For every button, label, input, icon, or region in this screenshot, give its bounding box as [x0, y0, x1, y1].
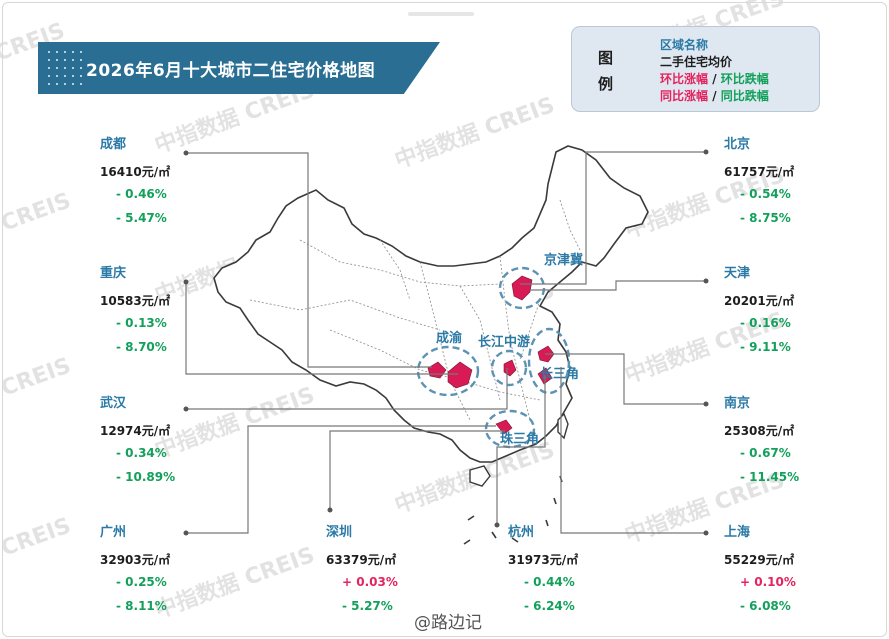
- city-mom: + 0.03%: [342, 575, 398, 589]
- legend-avg-price: 二手住宅均价: [660, 55, 733, 69]
- legend-mom-up: 环比涨幅: [660, 72, 709, 86]
- legend-mom-row: 环比涨幅 / 环比跌幅: [660, 70, 769, 87]
- page-title: 2026年6月十大城市二住宅价格地图: [86, 61, 376, 81]
- city-name: 杭州: [508, 525, 535, 540]
- legend-label: 图例: [598, 49, 614, 93]
- city-yoy: - 8.11%: [116, 599, 167, 613]
- hainan-island: [469, 465, 491, 487]
- legend-yoy-down: 同比跌幅: [720, 89, 769, 103]
- region-ellipses: [416, 266, 571, 449]
- legend-slash: /: [712, 72, 717, 86]
- city-mom: - 0.16%: [740, 316, 791, 330]
- city-yoy: - 11.45%: [740, 470, 800, 484]
- city-mom: - 0.44%: [524, 575, 575, 589]
- taiwan-island: [557, 412, 569, 440]
- city-shanghai: 上海 55229元/㎡ + 0.10% - 6.08%: [724, 524, 796, 613]
- city-nanjing: 南京 25308元/㎡ - 0.67% - 11.45%: [724, 395, 799, 484]
- city-yoy: - 8.75%: [740, 211, 791, 225]
- connector-lines: [185, 151, 706, 534]
- connector-hangzhou: [496, 375, 546, 525]
- legend-slash: /: [712, 89, 717, 103]
- city-wuhan: 武汉 12974元/㎡ - 0.34% - 10.89%: [100, 395, 175, 484]
- city-mom: - 0.25%: [116, 575, 167, 589]
- city-price: 63379元/㎡: [326, 553, 397, 567]
- city-mom: - 0.13%: [116, 316, 167, 330]
- connector-guangzhou: [186, 425, 496, 534]
- city-name: 成都: [100, 137, 127, 152]
- city-name: 天津: [724, 266, 751, 281]
- city-yoy: - 6.24%: [524, 599, 575, 613]
- city-chongqing: 重庆 10583元/㎡ - 0.13% - 8.70%: [100, 265, 170, 354]
- credit-text: @路边记: [414, 613, 482, 633]
- city-mom: + 0.10%: [740, 575, 796, 589]
- city-hangzhou: 杭州 31973元/㎡ - 0.44% - 6.24%: [508, 524, 578, 613]
- city-yoy: - 8.70%: [116, 340, 167, 354]
- city-mom: - 0.34%: [116, 446, 167, 460]
- country-outline: [213, 145, 649, 463]
- city-price: 55229元/㎡: [724, 553, 795, 567]
- city-price: 12974元/㎡: [100, 424, 171, 438]
- city-mom: - 0.67%: [740, 446, 791, 460]
- connector-chengdu: [186, 152, 432, 368]
- city-name: 武汉: [100, 396, 127, 411]
- city-name: 上海: [724, 525, 751, 540]
- city-name: 广州: [100, 525, 127, 540]
- city-yoy: - 5.27%: [342, 599, 393, 613]
- region-label-jingjinji: 京津冀: [544, 252, 583, 268]
- connector-tianjin: [530, 280, 706, 291]
- yangtze-delta-ellipse: [527, 327, 571, 395]
- city-name: 北京: [724, 137, 751, 152]
- city-price: 25308元/㎡: [724, 424, 795, 438]
- city-beijing: 北京 61757元/㎡ - 0.54% - 8.75%: [724, 136, 794, 225]
- legend-yoy-up: 同比涨幅: [660, 89, 709, 103]
- city-yoy: - 9.11%: [740, 340, 791, 354]
- chengyu-ellipse: [416, 345, 480, 397]
- connector-nanjing: [545, 353, 706, 405]
- pearl-river-ellipse: [484, 409, 536, 449]
- city-chengdu: 成都 16410元/㎡ - 0.46% - 5.47%: [100, 136, 170, 225]
- top-handle: [408, 12, 474, 16]
- banner-dots-decoration: [48, 51, 84, 85]
- city-mom: - 0.46%: [116, 187, 167, 201]
- region-label-yangtze-delta: 长三角: [540, 366, 579, 382]
- connector-shenzhen: [329, 430, 505, 510]
- city-name: 重庆: [100, 266, 127, 281]
- region-label-pearl-river: 珠三角: [500, 431, 539, 447]
- city-mom: - 0.54%: [740, 187, 791, 201]
- credit-watermark: @路边记: [414, 608, 482, 633]
- city-price: 61757元/㎡: [724, 165, 795, 179]
- legend-mom-down: 环比跌幅: [720, 72, 769, 86]
- city-price: 20201元/㎡: [724, 294, 795, 308]
- jingjinji-ellipse: [498, 266, 546, 310]
- city-name: 深圳: [326, 525, 353, 540]
- city-yoy: - 5.47%: [116, 211, 167, 225]
- city-price: 31973元/㎡: [508, 553, 579, 567]
- jingjinji-fill: [511, 275, 533, 301]
- city-yoy: - 10.89%: [116, 470, 176, 484]
- legend-yoy-row: 同比涨幅 / 同比跌幅: [660, 87, 769, 104]
- connector-shanghai: [560, 367, 706, 534]
- south-sea-dashes: [463, 475, 563, 545]
- city-shenzhen: 深圳 63379元/㎡ + 0.03% - 5.27%: [326, 524, 398, 613]
- city-name: 南京: [724, 396, 751, 411]
- connector-beijing: [520, 151, 706, 285]
- city-price: 10583元/㎡: [100, 294, 171, 308]
- city-guangzhou: 广州 32903元/㎡ - 0.25% - 8.11%: [100, 524, 170, 613]
- connector-chongqing: [185, 282, 458, 375]
- title-banner: 2026年6月十大城市二住宅价格地图: [38, 42, 440, 94]
- legend-box: 图例 区域名称 二手住宅均价 环比涨幅 / 环比跌幅 同比涨幅 / 同比跌幅: [571, 26, 820, 112]
- chengyu-fill-2: [447, 361, 473, 389]
- city-yoy: - 6.08%: [740, 599, 791, 613]
- city-price: 16410元/㎡: [100, 165, 171, 179]
- city-tianjin: 天津 20201元/㎡ - 0.16% - 9.11%: [724, 265, 794, 354]
- city-price: 32903元/㎡: [100, 553, 171, 567]
- region-label-chengyu: 成渝: [436, 330, 463, 346]
- connector-dots: [183, 149, 709, 536]
- connector-wuhan: [186, 368, 508, 410]
- region-label-changjiang: 长江中游: [478, 334, 530, 350]
- legend-region-name: 区域名称: [660, 38, 709, 52]
- changjiang-ellipse: [490, 349, 528, 387]
